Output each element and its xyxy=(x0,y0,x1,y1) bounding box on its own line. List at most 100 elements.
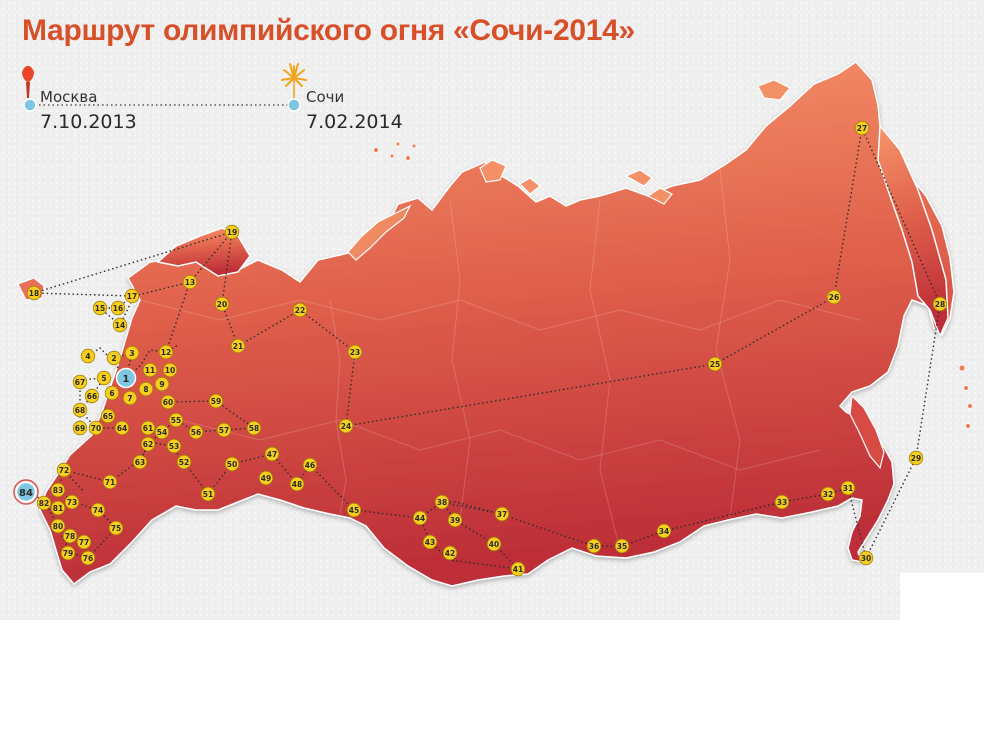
route-stop-marker[interactable]: 75 xyxy=(108,520,124,536)
route-stop-marker[interactable]: 79 xyxy=(60,545,76,561)
route-stop-marker[interactable]: 6 xyxy=(104,385,120,401)
route-stop-marker[interactable]: 50 xyxy=(224,456,240,472)
route-stop-marker[interactable]: 54 xyxy=(154,424,170,440)
stop-number: 7 xyxy=(127,394,132,403)
stop-circle xyxy=(840,480,856,496)
route-stop-marker[interactable]: 39 xyxy=(447,512,463,528)
route-stop-marker[interactable]: 14 xyxy=(112,317,128,333)
stop-number: 44 xyxy=(415,514,425,523)
route-stop-marker[interactable]: 73 xyxy=(64,494,80,510)
route-stop-marker[interactable]: 76 xyxy=(80,550,96,566)
route-stop-marker[interactable]: 29 xyxy=(908,450,924,466)
route-stop-marker[interactable]: 38 xyxy=(434,494,450,510)
route-stop-marker[interactable]: 23 xyxy=(347,344,363,360)
route-stop-marker[interactable]: 15 xyxy=(92,300,108,316)
route-stop-marker[interactable]: 31 xyxy=(840,480,856,496)
route-stop-marker[interactable]: 5 xyxy=(96,370,112,386)
route-stop-marker[interactable]: 44 xyxy=(412,510,428,526)
route-stop-marker[interactable]: 72 xyxy=(56,462,72,478)
route-stop-marker[interactable]: 49 xyxy=(258,470,274,486)
stop-circle xyxy=(338,418,354,434)
route-stop-marker[interactable]: 18 xyxy=(26,285,42,301)
route-stop-marker[interactable]: 81 xyxy=(50,500,66,516)
route-stop-marker[interactable]: 53 xyxy=(166,438,182,454)
route-stop-marker[interactable]: 61 xyxy=(140,420,156,436)
stop-circle xyxy=(92,300,108,316)
route-stop-marker[interactable]: 43 xyxy=(422,534,438,550)
route-stop-marker[interactable]: 21 xyxy=(230,338,246,354)
stop-circle xyxy=(154,376,170,392)
route-stop-marker[interactable]: 25 xyxy=(707,356,723,372)
route-stop-marker[interactable]: 80 xyxy=(50,518,66,534)
route-stop-marker[interactable]: 30 xyxy=(858,550,874,566)
route-stop-marker[interactable]: 51 xyxy=(200,486,216,502)
route-stop-marker[interactable]: 46 xyxy=(302,457,318,473)
route-stop-marker[interactable]: 45 xyxy=(346,502,362,518)
stop-number: 8 xyxy=(143,385,148,394)
route-stop-marker[interactable]: 7 xyxy=(122,390,138,406)
route-stop-marker[interactable]: 19 xyxy=(224,224,240,240)
route-stop-marker[interactable]: 35 xyxy=(614,538,630,554)
route-stop-marker[interactable]: 22 xyxy=(292,302,308,318)
route-stop-marker[interactable]: 33 xyxy=(774,494,790,510)
route-stop-marker[interactable]: 78 xyxy=(62,528,78,544)
route-stop-marker[interactable]: 37 xyxy=(494,506,510,522)
route-stop-marker[interactable]: 36 xyxy=(586,538,602,554)
route-stop-marker[interactable]: 12 xyxy=(158,344,174,360)
route-stop-marker[interactable]: 48 xyxy=(289,476,305,492)
route-stop-marker[interactable]: 57 xyxy=(216,422,232,438)
route-stop-marker[interactable]: 9 xyxy=(154,376,170,392)
route-stop-marker[interactable]: 34 xyxy=(656,523,672,539)
route-stop-marker[interactable]: 59 xyxy=(208,393,224,409)
route-stop-marker[interactable]: 3 xyxy=(124,345,140,361)
end-stop-halo xyxy=(13,479,39,505)
route-stop-marker[interactable]: 10 xyxy=(162,362,178,378)
route-stop-marker[interactable]: 1 xyxy=(115,367,137,389)
route-stop-marker[interactable]: 4 xyxy=(80,348,96,364)
route-stop-marker[interactable]: 55 xyxy=(168,412,184,428)
stop-circle xyxy=(15,481,37,503)
route-stop-marker[interactable]: 69 xyxy=(72,420,88,436)
route-stop-marker[interactable]: 74 xyxy=(90,502,106,518)
route-stop-marker[interactable]: 83 xyxy=(50,482,66,498)
route-stop-marker[interactable]: 28 xyxy=(932,296,948,312)
route-stop-marker[interactable]: 20 xyxy=(214,296,230,312)
route-stop-marker[interactable]: 66 xyxy=(84,388,100,404)
route-stop-marker[interactable]: 70 xyxy=(88,420,104,436)
stop-circle xyxy=(96,370,112,386)
stop-number: 56 xyxy=(191,428,201,437)
stop-circle xyxy=(224,224,240,240)
route-stop-marker[interactable]: 2 xyxy=(106,350,122,366)
stop-number: 47 xyxy=(267,450,277,459)
route-stop-marker[interactable]: 13 xyxy=(182,274,198,290)
route-stop-marker[interactable]: 62 xyxy=(140,436,156,452)
route-stop-marker[interactable]: 56 xyxy=(188,424,204,440)
route-stop-marker[interactable]: 27 xyxy=(854,120,870,136)
route-stop-marker[interactable]: 60 xyxy=(160,394,176,410)
route-stop-marker[interactable]: 68 xyxy=(72,402,88,418)
route-stop-marker[interactable]: 65 xyxy=(100,408,116,424)
route-stop-marker[interactable]: 17 xyxy=(124,288,140,304)
route-stop-marker[interactable]: 84 xyxy=(13,479,39,505)
route-stop-marker[interactable]: 8 xyxy=(138,381,154,397)
route-stop-marker[interactable]: 47 xyxy=(264,446,280,462)
route-stop-marker[interactable]: 16 xyxy=(110,300,126,316)
route-stop-marker[interactable]: 58 xyxy=(246,420,262,436)
route-stop-marker[interactable]: 32 xyxy=(820,486,836,502)
route-stop-marker[interactable]: 24 xyxy=(338,418,354,434)
route-stop-marker[interactable]: 26 xyxy=(826,289,842,305)
route-stop-marker[interactable]: 77 xyxy=(76,534,92,550)
stop-circle xyxy=(104,385,120,401)
route-stop-marker[interactable]: 71 xyxy=(102,474,118,490)
route-stop-marker[interactable]: 63 xyxy=(132,454,148,470)
route-stop-marker[interactable]: 67 xyxy=(72,374,88,390)
route-stop-marker[interactable]: 52 xyxy=(176,454,192,470)
stop-circle xyxy=(422,534,438,550)
route-stop-marker[interactable]: 40 xyxy=(486,536,502,552)
route-stop-marker[interactable]: 41 xyxy=(510,561,526,577)
route-stop-marker[interactable]: 64 xyxy=(114,420,130,436)
route-stop-marker[interactable]: 11 xyxy=(142,362,158,378)
stop-circle xyxy=(346,502,362,518)
route-stop-marker[interactable]: 82 xyxy=(36,495,52,511)
route-stop-marker[interactable]: 42 xyxy=(442,545,458,561)
